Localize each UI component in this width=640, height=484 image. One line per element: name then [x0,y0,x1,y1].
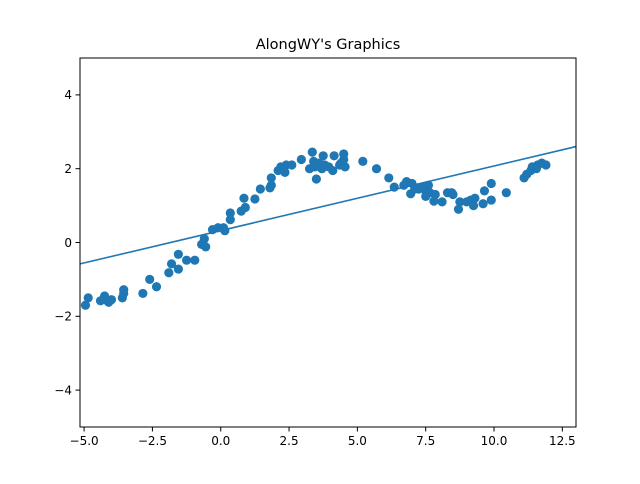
y-axis: −4 −2 0 2 4 [54,88,80,397]
data-point [83,293,93,303]
data-point [468,201,479,211]
data-point [266,180,276,190]
chart-title: AlongWY's Graphics [256,37,401,53]
data-point [437,197,447,207]
plot-area [79,145,577,310]
data-point [501,188,511,198]
data-point [479,186,490,196]
data-point [340,162,350,172]
data-point [423,180,434,190]
y-tick-label: 2 [64,162,72,176]
regression-line [79,145,577,265]
x-tick-label: −5.0 [70,434,99,448]
data-point [201,242,211,252]
x-tick-label: −2.5 [138,434,167,448]
x-tick-label: 12.5 [549,434,576,448]
data-point [199,234,209,244]
data-point [164,268,174,278]
x-tick-label: 2.5 [280,434,299,448]
data-point [328,165,338,176]
data-point [453,204,464,214]
data-point [371,164,382,174]
data-point [190,255,200,265]
data-point [225,215,235,225]
scatter-series [80,147,551,310]
y-tick-label: −2 [54,310,72,324]
data-point [239,193,249,203]
data-point [287,160,297,170]
data-point [240,202,250,213]
data-point [486,178,496,189]
data-point [311,174,321,184]
data-point [455,197,465,207]
data-point [470,193,480,203]
data-point [250,194,260,204]
data-point [166,259,177,269]
x-tick-label: 0.0 [211,434,230,448]
data-point [339,154,349,165]
data-point [478,199,488,209]
y-tick-label: 4 [64,88,72,102]
data-point [119,285,129,295]
data-point [138,288,148,299]
data-point [430,189,440,200]
data-point [318,151,328,161]
x-tick-label: 7.5 [416,434,435,448]
y-tick-label: 0 [64,236,72,250]
data-point [541,160,551,170]
y-tick-label: −4 [54,383,72,397]
data-point [145,274,155,284]
data-point [173,264,183,274]
x-tick-label: 10.0 [481,434,508,448]
data-point [106,295,117,305]
data-point [181,255,192,265]
data-point [280,167,290,177]
data-point [255,184,265,194]
data-point [225,208,235,218]
data-point [358,156,368,166]
data-point [173,249,183,259]
data-point [296,154,306,165]
data-point [384,173,394,183]
data-point [307,147,317,157]
x-axis: −5.0 −2.5 0.0 2.5 5.0 7.5 10.0 12.5 [70,427,576,448]
data-point [266,173,276,183]
data-point [80,300,91,310]
data-point [151,282,162,292]
x-tick-label: 5.0 [348,434,367,448]
data-point [486,195,496,205]
data-point [329,151,339,161]
data-point [448,189,458,200]
